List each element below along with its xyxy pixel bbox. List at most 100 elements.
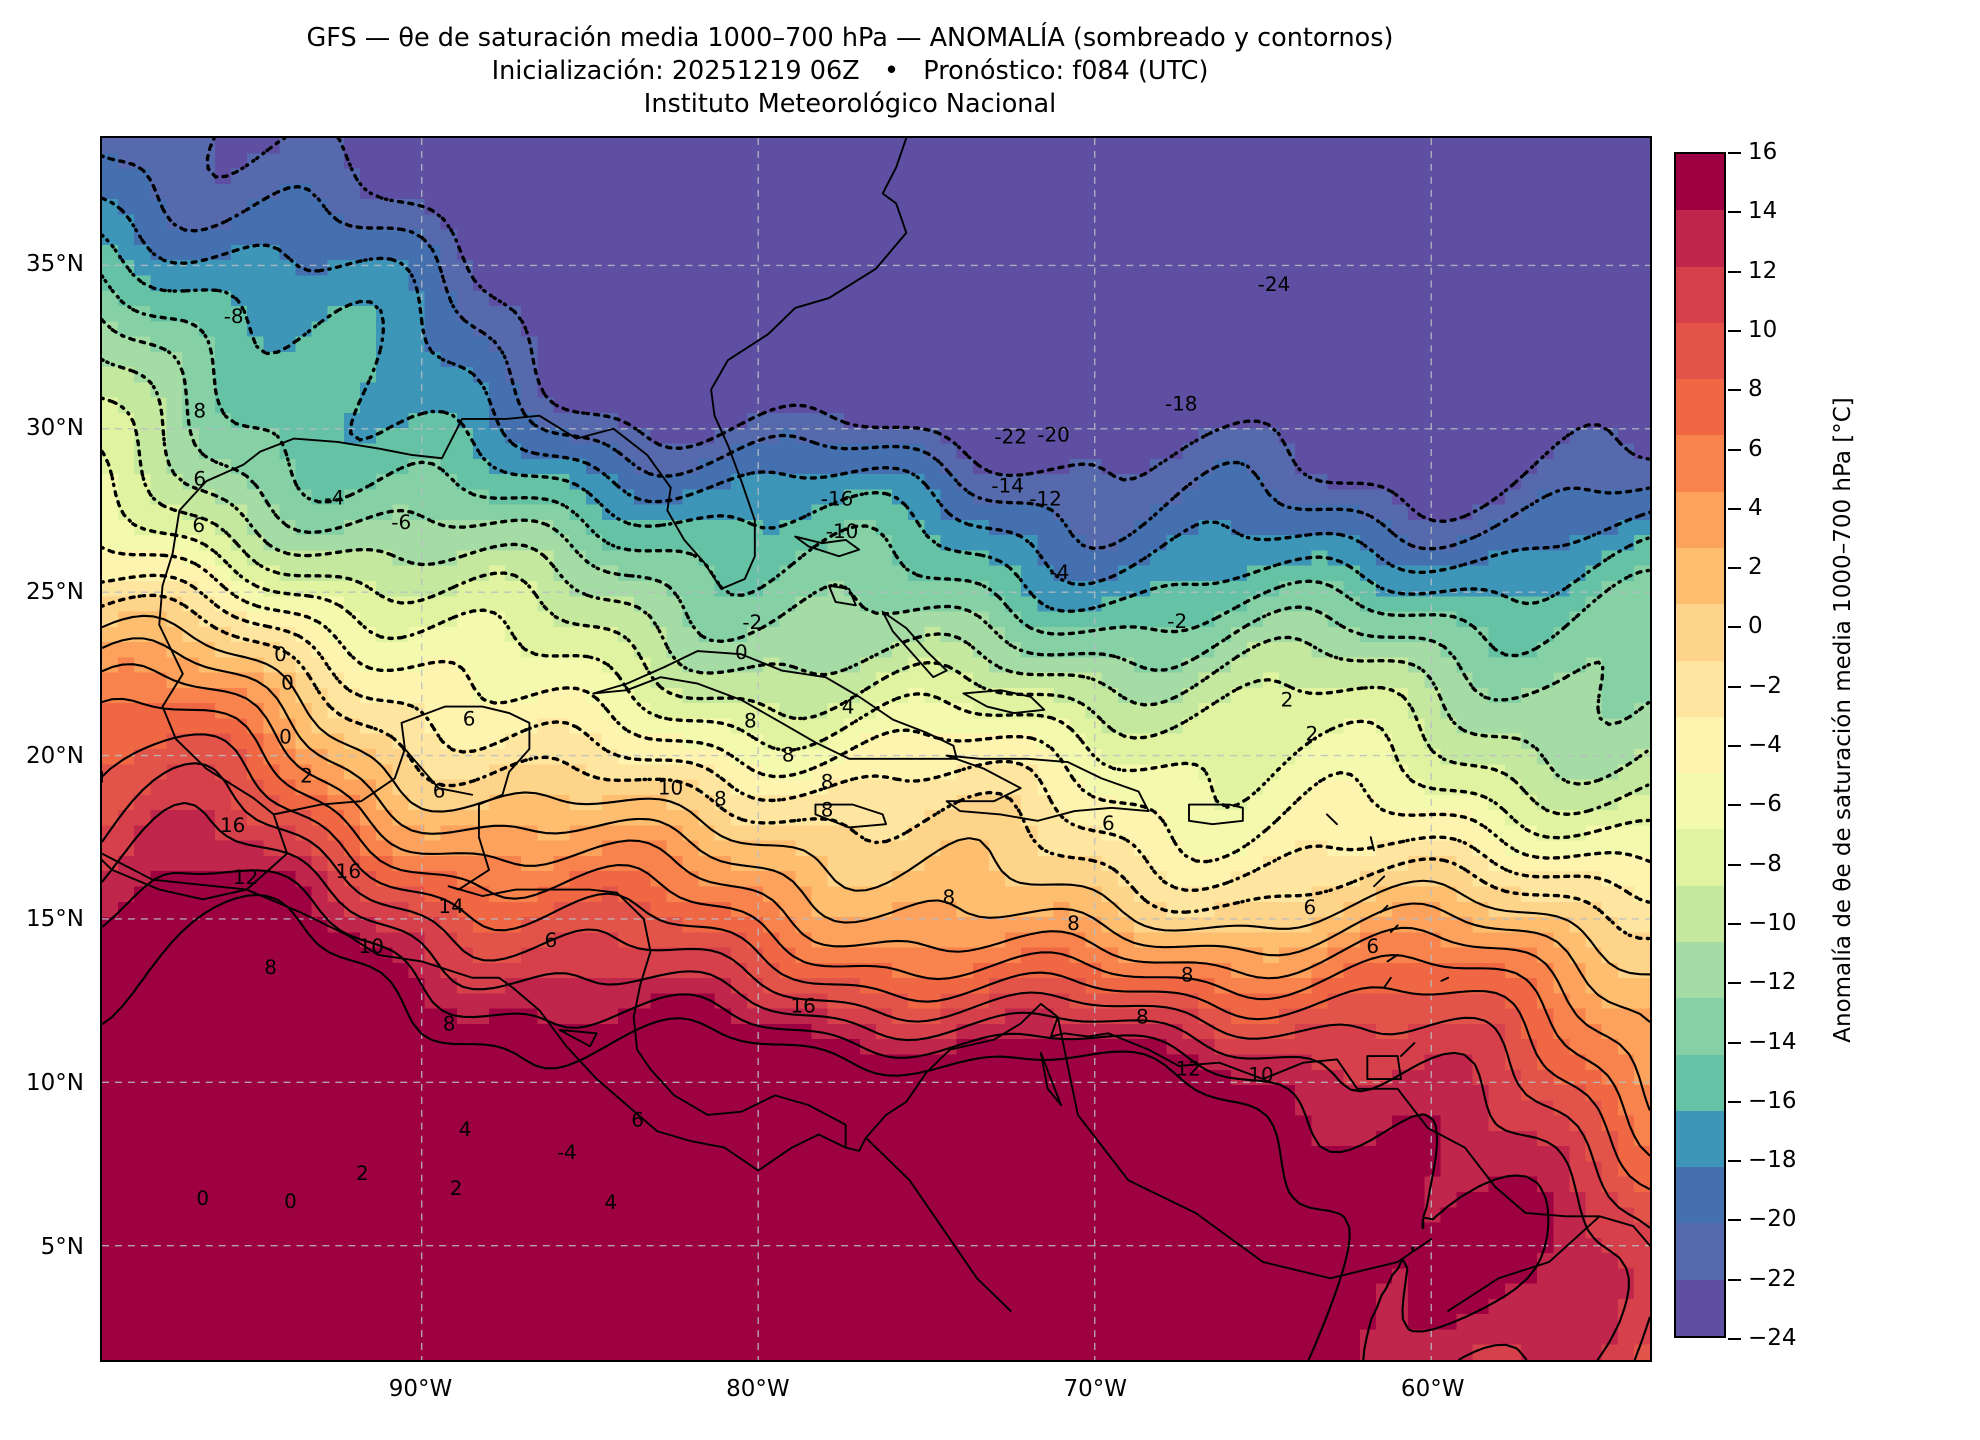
contour-label: -18 (1165, 392, 1198, 416)
colorbar-tick-label-12: −8 (1748, 850, 1782, 877)
contour-label: 0 (279, 725, 292, 749)
colorbar-tick-17 (1728, 1160, 1741, 1163)
colorbar-tick-label-6: 4 (1748, 494, 1763, 521)
colorbar-segment-8 (1676, 604, 1724, 661)
x-tick-label-0: 90°W (388, 1376, 453, 1402)
contour-label: 12 (233, 865, 258, 889)
contour-label: 8 (744, 709, 757, 733)
contour-label: 2 (300, 763, 313, 787)
contour-label: -2 (742, 610, 762, 634)
contour-label: 12 (1176, 1056, 1201, 1080)
colorbar-segment-6 (1676, 491, 1724, 548)
contour-label: 6 (192, 513, 205, 537)
y-tick-label-0: 35°N (26, 250, 84, 277)
colorbar-tick-8 (1728, 626, 1741, 629)
contour-label: 2 (1306, 722, 1319, 746)
map-plot-area: -8 8 6 6 -6 -4 -16 -22 -20 -14 -12 -18 -24 -10 -4 -2 -2 0… (100, 136, 1652, 1362)
colorbar-tick-16 (1728, 1100, 1741, 1103)
colorbar-tick-7 (1728, 567, 1741, 570)
colorbar-segment-0 (1676, 154, 1724, 211)
colorbar-tick-18 (1728, 1219, 1741, 1222)
contour-label: 4 (604, 1190, 617, 1214)
colorbar-tick-label-3: 10 (1748, 316, 1778, 343)
colorbar-axis-label: Anomalía de θe de saturación media 1000–… (1830, 397, 1856, 1043)
title-line-1: GFS — θe de saturación media 1000–700 hP… (306, 23, 1394, 53)
contour-label: 0 (735, 640, 748, 664)
colorbar-tick-4 (1728, 389, 1741, 392)
colorbar-tick-19 (1728, 1278, 1741, 1281)
map-canvas: -8 8 6 6 -6 -4 -16 -22 -20 -14 -12 -18 -24 -10 -4 -2 -2 0… (102, 138, 1650, 1360)
contour-label: 10 (658, 775, 683, 799)
colorbar-tick-3 (1728, 329, 1741, 332)
colorbar-tick-label-13: −10 (1748, 909, 1797, 936)
contour-label: 8 (193, 399, 206, 423)
colorbar-tick-12 (1728, 863, 1741, 866)
x-tick-label-1: 80°W (726, 1376, 790, 1402)
contour-label: 8 (782, 742, 795, 766)
colorbar-segment-17 (1676, 1110, 1724, 1168)
y-tick-label-5: 10°N (26, 1070, 84, 1097)
contour-label: 4 (459, 1117, 472, 1141)
colorbar-tick-6 (1728, 507, 1741, 510)
colorbar-segment-10 (1676, 716, 1724, 774)
colorbar-tick-label-11: −6 (1748, 791, 1782, 818)
contour-label: 6 (544, 928, 557, 952)
contour-label: 8 (443, 1012, 456, 1036)
colorbar-tick-0 (1728, 152, 1741, 154)
colorbar-tick-label-9: −2 (1748, 672, 1782, 699)
y-tick-label-2: 25°N (26, 578, 84, 605)
colorbar-tick-label-18: −20 (1748, 1206, 1797, 1233)
colorbar-segment-13 (1676, 885, 1724, 942)
contour-label: 6 (1366, 934, 1379, 958)
colorbar-tick-10 (1728, 745, 1741, 747)
colorbar-segment-19 (1676, 1223, 1724, 1280)
contour-label: 0 (284, 1189, 297, 1213)
title-line-3: Instituto Meteorológico Nacional (643, 89, 1057, 120)
colorbar-tick-13 (1728, 922, 1741, 925)
contour-label: 6 (463, 707, 476, 731)
colorbar-tick-label-15: −14 (1748, 1028, 1797, 1055)
colorbar-segment-3 (1676, 322, 1724, 380)
contour-label: -4 (1050, 560, 1070, 584)
contour-label: -6 (391, 510, 411, 534)
colorbar-tick-label-2: 12 (1748, 257, 1778, 284)
contour-label: -14 (991, 473, 1024, 497)
figure-title-block: GFS — θe de saturación media 1000–700 hP… (0, 22, 1700, 121)
contour-label: 8 (1181, 963, 1194, 987)
colorbar-tick-9 (1728, 685, 1741, 688)
contour-label: 4 (842, 695, 855, 719)
contour-label: 8 (1067, 911, 1080, 935)
colorbar-tick-15 (1728, 1041, 1741, 1044)
contour-label: 6 (1102, 811, 1115, 835)
colorbar-tick-1 (1728, 211, 1741, 214)
contour-label: 0 (274, 642, 287, 666)
contour-label: 8 (821, 797, 834, 821)
colorbar-tick-label-8: 0 (1748, 613, 1763, 640)
contour-label: 10 (359, 934, 384, 958)
contour-label: -10 (826, 519, 859, 543)
colorbar-segment-12 (1676, 829, 1724, 886)
colorbar-segment-15 (1676, 998, 1724, 1055)
title-line-2: Inicialización: 20251219 06Z • Pronóstic… (491, 56, 1209, 87)
colorbar-tick-label-17: −18 (1748, 1147, 1797, 1174)
colorbar-segment-11 (1676, 773, 1724, 830)
contour-label: -20 (1037, 423, 1070, 447)
colorbar-segment-20 (1676, 1279, 1724, 1336)
contour-label: 8 (942, 885, 955, 909)
colorbar-tick-label-16: −16 (1748, 1087, 1797, 1114)
contour-label: 2 (450, 1176, 463, 1200)
contour-label: 2 (356, 1161, 369, 1185)
colorbar-segment-1 (1676, 210, 1724, 267)
contour-label: 16 (790, 994, 815, 1018)
contour-label: 16 (336, 859, 361, 883)
contour-label: 0 (281, 671, 294, 695)
contour-label: -8 (224, 304, 244, 328)
colorbar-tick-label-20: −24 (1748, 1325, 1797, 1351)
contour-label: 8 (1136, 1005, 1149, 1029)
colorbar-tick-label-7: 2 (1748, 554, 1763, 581)
contour-label: -4 (557, 1140, 577, 1164)
contour-label: -24 (1258, 272, 1291, 296)
contour-label: -16 (821, 486, 854, 510)
